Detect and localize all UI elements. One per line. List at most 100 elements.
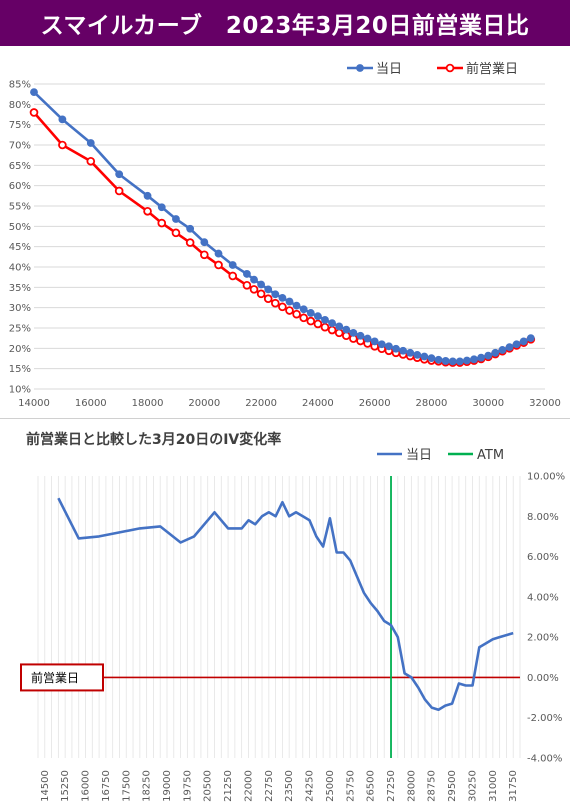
today-point [526,334,535,343]
today-point [363,334,372,343]
x-tick-label: 26000 [359,398,391,409]
legend-label-today: 当日 [376,62,402,77]
prev-day-point [327,325,337,335]
smile-curve-panel: 10% 15% 20% 25% 30% 35% 40% 45% 50% 55% 60% 65% 70% 7… [0,46,570,419]
today-point [172,215,180,223]
y-tick-label: 70% [9,141,31,152]
x-tick-label: 16000 [81,770,92,802]
y-tick-label: 35% [9,283,31,294]
today-point [271,290,280,299]
prev-day-point [143,206,152,216]
prev-day-point [271,298,280,308]
y-tick-label: 65% [9,161,31,172]
today-point [356,331,365,340]
x-tick-label: 29500 [447,770,458,802]
today-point [306,309,315,317]
today-point [470,355,478,364]
today-point [214,249,223,258]
y-tick-label: 50% [9,222,31,233]
iv-change-line [57,497,514,712]
prev-day-point [320,322,330,332]
today-point [463,356,471,365]
x-tick-label: 28000 [416,398,448,409]
iv-change-chart: 前営業日と比較した3月20日のIV変化率 10.00% 8.00% 6.00% 4.00… [20,431,565,802]
legend-marker-prev-day [445,63,455,73]
y-tick-label: 20% [9,344,31,355]
prev-day-point [256,289,266,299]
x-tick-label: 19750 [182,770,193,802]
x-tick-label: 14500 [40,770,51,802]
prev-day-point [58,140,67,150]
x-tick-label: 22000 [245,398,277,409]
y-tick-label: 85% [9,80,31,91]
x-tick-label: 16750 [101,770,112,802]
prev-day-point [157,218,167,228]
today-point [370,337,379,346]
y-tick-label: 45% [9,242,31,253]
prev-day-point [299,313,308,323]
x-tick-label: 14000 [18,398,50,409]
y-tick-label: 30% [9,303,31,314]
y-tick-label: 4.00% [527,592,559,603]
prev-day-point [263,294,273,304]
today-point [406,348,415,357]
y-tick-label: 75% [9,120,31,131]
today-point [157,203,166,212]
prev-day-point [242,281,252,290]
today-point [519,337,528,346]
prev-day-point [29,108,39,117]
y-tick-label: 8.00% [527,512,559,523]
prev-day-point [285,306,294,315]
prev-day-point [114,186,124,196]
legend-label-today: 当日 [406,448,432,463]
x-tick-label: 23500 [284,770,295,802]
today-point [335,322,344,331]
prev-day-point [86,156,96,166]
smile-curve-chart: 10% 15% 20% 25% 30% 35% 40% 45% 50% 55% 60% 65% 70% 7… [9,61,561,409]
x-tick-label: 28750 [427,770,438,802]
today-point [321,315,329,324]
today-point [455,357,464,366]
zero-label-text: 前営業日 [31,670,79,685]
today-point [384,342,393,351]
y-tick-label: 80% [9,100,31,111]
today-point [505,343,514,352]
today-point [498,346,507,354]
x-tick-label: 18250 [142,770,153,802]
today-point [349,328,358,337]
x-tick-label: 22000 [243,770,254,802]
x-tick-label: 31750 [508,770,519,802]
today-point [292,301,301,310]
prev-day-point [278,302,287,312]
x-tick-label: 31000 [488,770,499,802]
y-tick-label: 40% [9,263,31,274]
x-tick-label: 27250 [386,770,397,802]
today-point [477,353,486,362]
x-tick-label: 30250 [467,770,478,802]
today-point [392,344,400,353]
today-point [420,352,429,361]
y-tick-label: 10.00% [527,472,565,483]
x-tick-label: 30000 [472,398,504,409]
x-tick-label: 15250 [60,770,71,802]
today-point [186,224,195,233]
today-point [58,115,67,124]
x-tick-label: 22750 [264,770,275,802]
today-point [441,357,450,365]
x-tick-label: 26500 [366,770,377,802]
today-point [377,340,386,349]
y-tick-label: -4.00% [527,754,562,765]
today-point [512,340,521,349]
prev-day-point [171,228,181,238]
y-tick-label: 2.00% [527,633,559,644]
today-point [228,261,237,269]
prev-day-point [185,238,195,247]
prev-day-point [200,250,209,260]
today-point [484,351,493,360]
today-point [427,354,436,362]
today-point [313,312,322,321]
legend-label-prev-day: 前営業日 [466,61,518,77]
today-point [342,325,351,334]
x-tick-label: 20500 [203,770,214,802]
x-tick-label: 24000 [302,398,334,409]
